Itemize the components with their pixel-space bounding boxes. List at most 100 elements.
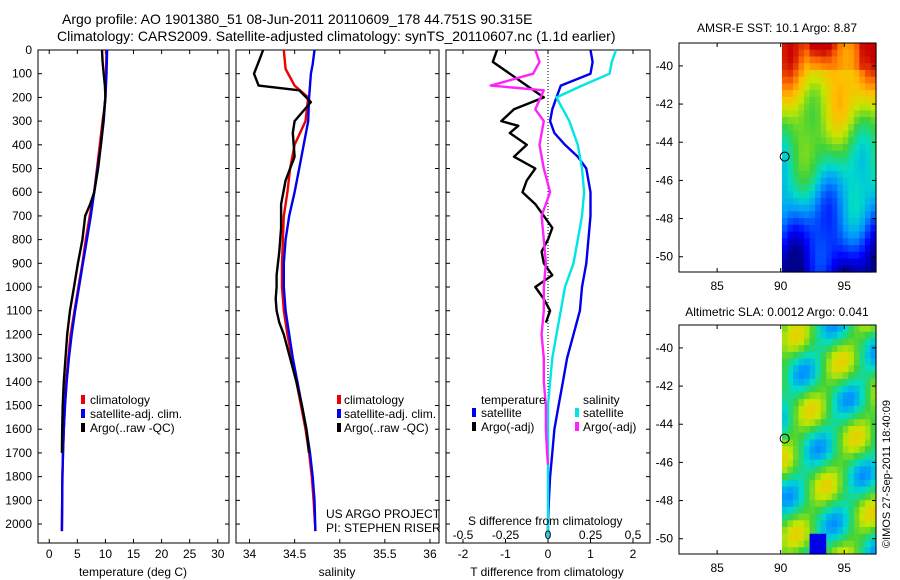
heatmap-cell: [793, 432, 800, 441]
heatmap-cell: [837, 399, 844, 407]
heatmap-cell: [826, 419, 833, 427]
heatmap-cell: [870, 399, 877, 407]
heatmap-cell: [826, 184, 833, 192]
heatmap-cell: [793, 218, 800, 226]
heatmap-cell: [793, 466, 800, 474]
heatmap-cell: [870, 527, 877, 535]
heatmap-cell: [793, 184, 800, 192]
heatmap-cell: [787, 204, 794, 212]
heatmap-cell: [853, 197, 860, 206]
sst-map-title: AMSR-E SST: 10.1 Argo: 8.87: [697, 21, 857, 35]
heatmap-cell: [820, 385, 827, 393]
heatmap-cell: [853, 493, 860, 501]
heatmap-cell: [859, 157, 866, 165]
heatmap-cell: [809, 338, 816, 346]
heatmap-cell: [842, 63, 849, 71]
heatmap-cell: [870, 211, 877, 219]
heatmap-cell: [831, 224, 838, 233]
heatmap-cell: [804, 331, 811, 340]
heatmap-cell: [831, 358, 838, 367]
heatmap-cell: [787, 56, 794, 64]
heatmap-cell: [798, 83, 805, 91]
heatmap-cell: [798, 245, 805, 253]
heatmap-cell: [842, 211, 849, 219]
heatmap-cell: [787, 351, 794, 360]
heatmap-cell: [859, 439, 866, 447]
heatmap-cell: [870, 238, 877, 246]
heatmap-cell: [831, 144, 838, 152]
legend-label-t-argo: Argo(-adj): [481, 420, 534, 434]
heatmap-cell: [859, 83, 866, 91]
heatmap-cell: [837, 486, 844, 494]
heatmap-cell: [842, 76, 849, 85]
heatmap-cell: [815, 170, 822, 179]
heatmap-cell: [831, 184, 838, 192]
heatmap-cell: [820, 439, 827, 447]
heatmap-cell: [837, 157, 844, 165]
heatmap-cell: [820, 164, 827, 172]
heatmap-cell: [781, 197, 789, 206]
heatmap-cell: [853, 211, 860, 219]
heatmap-cell: [842, 412, 849, 420]
heatmap-cell: [864, 43, 872, 51]
heatmap-cell: [804, 177, 811, 186]
heatmap-cell: [842, 90, 849, 98]
heatmap-cell: [787, 157, 794, 165]
heatmap-cell: [815, 506, 822, 515]
salinity-diff-tick-label: 0: [545, 528, 552, 542]
heatmap-cell: [864, 211, 872, 219]
heatmap-cell: [804, 459, 811, 468]
heatmap-cell: [853, 547, 860, 555]
x-tick-label: 10: [99, 547, 113, 561]
heatmap-cell: [781, 69, 789, 78]
heatmap-cell: [815, 392, 822, 400]
y-tick-label: 1100: [6, 304, 32, 318]
heatmap-cell: [864, 96, 872, 105]
heatmap-cell: [837, 378, 844, 387]
heatmap-cell: [809, 493, 816, 501]
heatmap-cell: [804, 473, 811, 481]
heatmap-cell: [859, 446, 866, 454]
heatmap-cell: [870, 459, 877, 468]
heatmap-cell: [781, 238, 789, 246]
legend-title-salinity: salinity: [583, 393, 620, 407]
heatmap-cell: [787, 446, 794, 454]
heatmap-cell: [826, 432, 833, 441]
difference-legend: temperature salinity satellite Argo(-adj…: [472, 393, 636, 434]
heatmap-cell: [809, 419, 816, 427]
heatmap-cell: [848, 412, 855, 420]
heatmap-cell: [787, 103, 794, 111]
x-tick-label: 90: [774, 279, 788, 293]
heatmap-cell: [781, 331, 789, 340]
heatmap-cell: [781, 392, 789, 400]
heatmap-cell: [804, 520, 811, 528]
heatmap-cell: [853, 157, 860, 165]
heatmap-cell: [781, 540, 789, 548]
heatmap-cell: [864, 446, 872, 454]
heatmap-cell: [787, 533, 794, 542]
heatmap-cell: [831, 419, 838, 427]
heatmap-cell: [842, 258, 849, 266]
heatmap-cell: [781, 251, 789, 260]
heatmap-cell: [820, 392, 827, 400]
y-tick-label: 1300: [5, 351, 32, 365]
heatmap-cell: [870, 218, 877, 226]
heatmap-cell: [793, 83, 800, 91]
heatmap-cell: [837, 43, 844, 51]
heatmap-cell: [831, 211, 838, 219]
heatmap-cell: [842, 177, 849, 186]
heatmap-cell: [848, 157, 855, 165]
heatmap-cell: [837, 527, 844, 535]
heatmap-cell: [804, 426, 811, 434]
heatmap-cell: [815, 365, 822, 373]
series-line: [60, 49, 107, 453]
heatmap-cell: [870, 486, 877, 494]
heatmap-cell: [859, 90, 866, 98]
heatmap-cell: [809, 372, 816, 380]
heatmap-cell: [793, 204, 800, 212]
heatmap-cell: [848, 69, 855, 78]
heatmap-cell: [826, 446, 833, 454]
heatmap-cell: [837, 513, 844, 521]
heatmap-cell: [809, 520, 816, 528]
heatmap-cell: [826, 493, 833, 501]
